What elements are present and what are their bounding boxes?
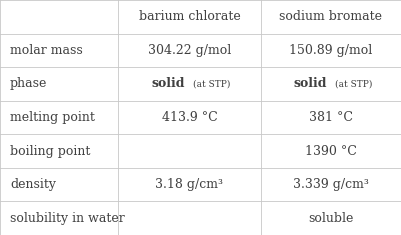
Text: (at STP): (at STP) [193, 79, 231, 88]
Text: 1390 °C: 1390 °C [305, 145, 357, 158]
Text: solid: solid [293, 77, 327, 90]
Text: solubility in water: solubility in water [10, 212, 125, 225]
Text: 3.18 g/cm³: 3.18 g/cm³ [156, 178, 223, 191]
Text: barium chlorate: barium chlorate [139, 10, 240, 23]
Text: sodium bromate: sodium bromate [279, 10, 382, 23]
Text: solid: solid [152, 77, 185, 90]
Text: boiling point: boiling point [10, 145, 90, 158]
Text: soluble: soluble [308, 212, 354, 225]
Text: (at STP): (at STP) [335, 79, 372, 88]
Text: 413.9 °C: 413.9 °C [162, 111, 217, 124]
Text: 3.339 g/cm³: 3.339 g/cm³ [293, 178, 369, 191]
Text: phase: phase [10, 77, 47, 90]
Text: 150.89 g/mol: 150.89 g/mol [289, 44, 373, 57]
Text: 381 °C: 381 °C [309, 111, 353, 124]
Text: melting point: melting point [10, 111, 95, 124]
Text: 304.22 g/mol: 304.22 g/mol [148, 44, 231, 57]
Text: density: density [10, 178, 56, 191]
Text: molar mass: molar mass [10, 44, 83, 57]
